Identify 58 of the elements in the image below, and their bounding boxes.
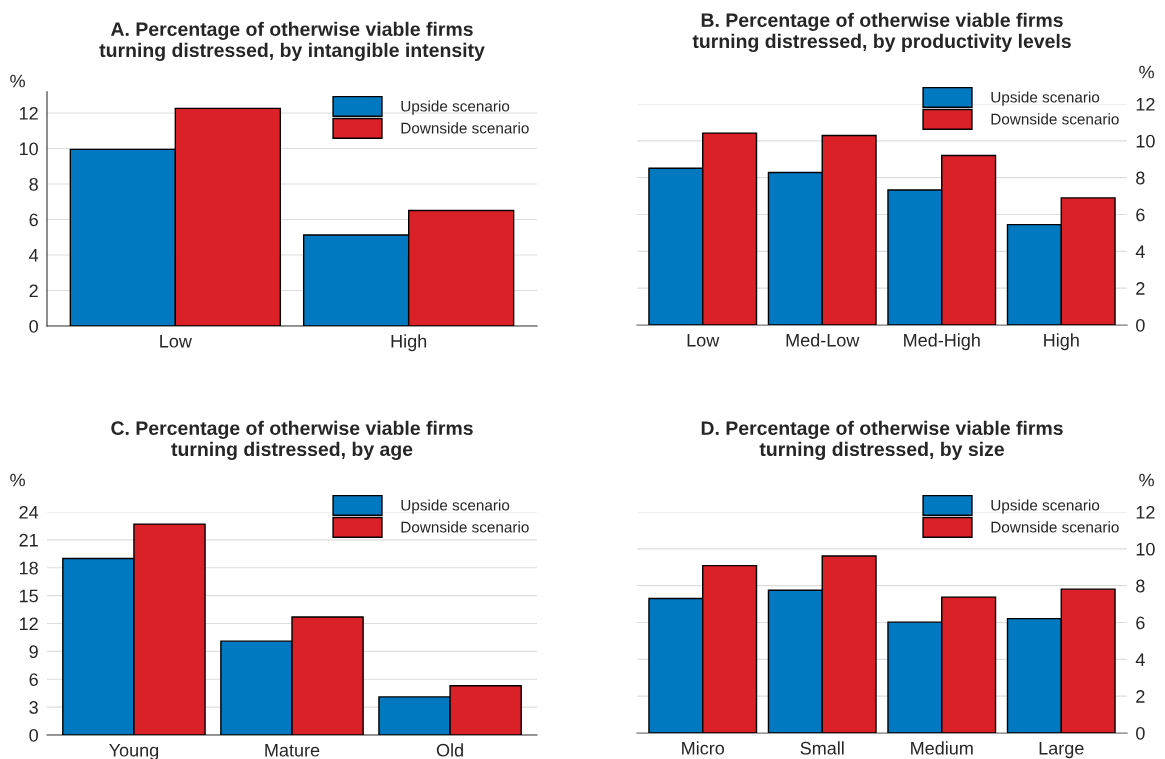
legend-label: Upside scenario bbox=[401, 499, 510, 514]
x-tick-label: Med-High bbox=[904, 333, 980, 351]
x-tick-label: Medium bbox=[911, 741, 973, 755]
y2-tick-label: 8 bbox=[1136, 171, 1145, 185]
chart-title: D. Percentage of otherwise viable firms turning distressed, by size bbox=[701, 420, 1063, 460]
y-tick-label: 0 bbox=[29, 319, 38, 333]
y2-tick-label: 10 bbox=[1136, 134, 1155, 148]
y2-axis-title: % bbox=[1139, 473, 1154, 487]
y-tick-label: 15 bbox=[19, 589, 38, 603]
y-tick-label: 3 bbox=[29, 701, 38, 714]
x-tick-label: Large bbox=[1039, 742, 1084, 759]
y2-tick-label: 4 bbox=[1135, 653, 1145, 666]
y2-tick-label: 2 bbox=[1136, 690, 1145, 703]
y2-tick-label: 12 bbox=[1136, 97, 1155, 111]
y2-tick-label: 6 bbox=[1136, 616, 1145, 630]
y2-tick-label: 10 bbox=[1136, 542, 1155, 556]
y2-tick-label: 12 bbox=[1136, 505, 1155, 519]
x-tick-label: High bbox=[1044, 333, 1079, 351]
chart-title: C. Percentage of otherwise viable firms turning distressed, by age bbox=[111, 420, 473, 460]
x-tick-label: High bbox=[391, 334, 427, 352]
chart-title: B. Percentage of otherwise viable firms turning distressed, by productivity levels bbox=[692, 12, 1071, 52]
legend-label: Downside scenario bbox=[991, 113, 1119, 125]
x-tick-label: Mature bbox=[265, 744, 320, 757]
y-tick-label: 6 bbox=[29, 213, 38, 227]
y-tick-label: 9 bbox=[29, 645, 38, 659]
y2-tick-label: 0 bbox=[1136, 318, 1145, 332]
y-tick-label: 18 bbox=[19, 561, 38, 575]
legend-label: Downside scenario bbox=[991, 521, 1119, 533]
y-tick-label: 0 bbox=[29, 728, 38, 742]
y-tick-label: 2 bbox=[29, 284, 38, 298]
y-tick-label: 6 bbox=[29, 673, 38, 686]
y2-tick-label: 8 bbox=[1136, 579, 1145, 593]
y-axis-title: % bbox=[10, 74, 25, 88]
y-tick-label: 12 bbox=[19, 617, 38, 631]
y-tick-label: 24 bbox=[19, 505, 39, 519]
legend-label: Upside scenario bbox=[991, 91, 1100, 106]
y-tick-label: 21 bbox=[19, 533, 38, 547]
legend-label: Downside scenario bbox=[401, 122, 529, 134]
y2-tick-label: 6 bbox=[1136, 208, 1145, 222]
x-tick-label: Med-Low bbox=[786, 333, 860, 347]
y2-axis-title: % bbox=[1139, 65, 1154, 79]
y2-tick-label: 4 bbox=[1135, 245, 1145, 258]
chart-title: A. Percentage of otherwise viable firms turning distressed, by intangible intensity bbox=[99, 21, 485, 61]
y-axis-title: % bbox=[10, 473, 25, 487]
x-tick-label: Low bbox=[687, 334, 720, 347]
y-tick-label: 8 bbox=[29, 177, 38, 191]
y2-tick-label: 0 bbox=[1136, 726, 1145, 740]
x-tick-label: Small bbox=[800, 741, 844, 755]
y-tick-label: 4 bbox=[29, 249, 39, 262]
legend-label: Downside scenario bbox=[401, 521, 529, 533]
legend-label: Upside scenario bbox=[991, 499, 1100, 514]
x-tick-label: Old bbox=[436, 743, 463, 757]
legend-label: Upside scenario bbox=[401, 100, 510, 115]
y-tick-label: 10 bbox=[19, 142, 38, 156]
y2-tick-label: 2 bbox=[1136, 282, 1145, 295]
x-tick-label: Micro bbox=[682, 741, 725, 755]
x-tick-label: Low bbox=[160, 335, 192, 348]
y-tick-label: 12 bbox=[19, 106, 38, 120]
